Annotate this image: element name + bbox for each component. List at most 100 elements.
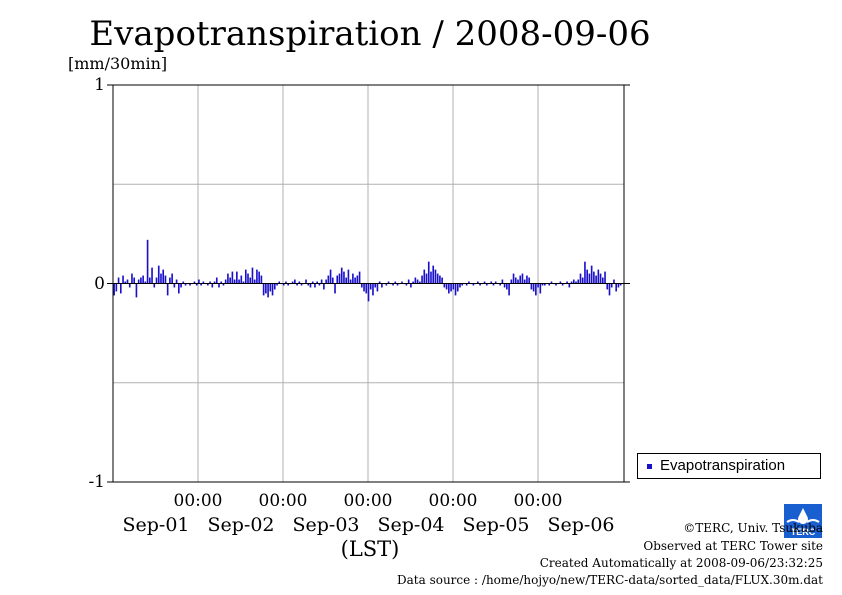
bar bbox=[510, 279, 513, 284]
bar bbox=[367, 283, 370, 302]
bar bbox=[401, 281, 403, 284]
bar bbox=[276, 283, 278, 286]
bar bbox=[425, 273, 428, 284]
bar bbox=[432, 265, 435, 284]
bar bbox=[541, 283, 544, 286]
bar bbox=[271, 283, 274, 296]
x-axis-label: (LST) bbox=[340, 537, 400, 561]
bar bbox=[180, 283, 182, 288]
bar bbox=[394, 281, 397, 284]
bar bbox=[450, 283, 452, 292]
bar bbox=[169, 277, 171, 284]
bar bbox=[347, 269, 350, 284]
x-time-label: 00:00 bbox=[173, 491, 223, 511]
bar bbox=[523, 279, 526, 284]
bar bbox=[416, 279, 419, 284]
bar bbox=[318, 283, 321, 286]
bar bbox=[300, 283, 303, 286]
bar bbox=[537, 283, 539, 288]
bar bbox=[240, 275, 243, 284]
bar bbox=[454, 283, 457, 296]
bar bbox=[530, 283, 533, 290]
bar bbox=[555, 283, 557, 286]
bar bbox=[149, 277, 151, 284]
bar bbox=[459, 283, 461, 288]
bar bbox=[443, 283, 446, 288]
bar bbox=[506, 283, 508, 290]
bar bbox=[336, 275, 339, 284]
bar bbox=[269, 283, 272, 292]
bar bbox=[238, 279, 240, 284]
bar bbox=[593, 271, 595, 284]
bar bbox=[410, 283, 412, 288]
bar bbox=[258, 271, 260, 284]
bar bbox=[142, 275, 144, 284]
x-date-label: Sep-05 bbox=[462, 514, 530, 536]
bar bbox=[323, 283, 325, 290]
bar bbox=[354, 277, 356, 284]
bar bbox=[579, 273, 582, 284]
bar bbox=[345, 277, 347, 284]
bar bbox=[610, 283, 613, 288]
bar bbox=[119, 283, 122, 294]
bar bbox=[568, 283, 571, 288]
terc-logo-icon: TERC bbox=[784, 504, 822, 538]
y-tick-label-top: 1 bbox=[94, 75, 105, 95]
footer-created: Created Automatically at 2008-09-06/23:3… bbox=[539, 556, 823, 570]
bar bbox=[153, 283, 156, 288]
bar bbox=[209, 281, 211, 284]
bar bbox=[599, 273, 602, 284]
bar bbox=[456, 283, 459, 292]
legend: Evapotranspiration bbox=[637, 453, 821, 479]
bar bbox=[427, 261, 430, 284]
bar bbox=[202, 281, 205, 284]
bar bbox=[184, 283, 187, 286]
bar bbox=[477, 281, 479, 284]
bar bbox=[242, 281, 245, 284]
y-tick-label-zero: 0 bbox=[94, 274, 105, 294]
bar bbox=[381, 283, 383, 288]
bar bbox=[356, 275, 359, 284]
bar bbox=[213, 281, 216, 284]
bar bbox=[472, 283, 475, 286]
x-date-label: Sep-01 bbox=[122, 514, 190, 536]
bar bbox=[220, 281, 223, 284]
bar bbox=[430, 271, 432, 284]
bar bbox=[314, 283, 316, 288]
bar bbox=[327, 275, 330, 284]
bar bbox=[193, 281, 196, 284]
bar bbox=[309, 283, 312, 288]
bar bbox=[613, 279, 615, 284]
bar bbox=[434, 269, 437, 284]
bar bbox=[385, 283, 388, 286]
bar bbox=[198, 279, 200, 284]
bar bbox=[499, 283, 501, 286]
bar bbox=[343, 271, 345, 284]
bar bbox=[604, 271, 606, 284]
bar bbox=[233, 279, 236, 284]
bar bbox=[178, 283, 180, 294]
bar bbox=[492, 283, 495, 286]
bar bbox=[131, 273, 133, 284]
bar bbox=[601, 277, 604, 284]
bar bbox=[113, 283, 115, 296]
bar bbox=[439, 275, 441, 284]
bar bbox=[559, 281, 562, 284]
bar bbox=[135, 283, 138, 298]
bar bbox=[365, 283, 368, 294]
bar bbox=[548, 283, 551, 286]
bar bbox=[291, 281, 294, 284]
bar bbox=[331, 277, 334, 284]
bar bbox=[325, 279, 327, 284]
bar bbox=[117, 277, 120, 284]
footer-source: Data source : /home/hojyo/new/TERC-data/… bbox=[397, 573, 823, 587]
bar bbox=[224, 279, 227, 284]
bar bbox=[485, 283, 488, 286]
bar bbox=[162, 269, 165, 284]
bar bbox=[340, 267, 343, 284]
bar bbox=[294, 279, 296, 284]
bar bbox=[256, 269, 258, 284]
plot-frame bbox=[112, 84, 625, 483]
bar bbox=[128, 283, 131, 288]
